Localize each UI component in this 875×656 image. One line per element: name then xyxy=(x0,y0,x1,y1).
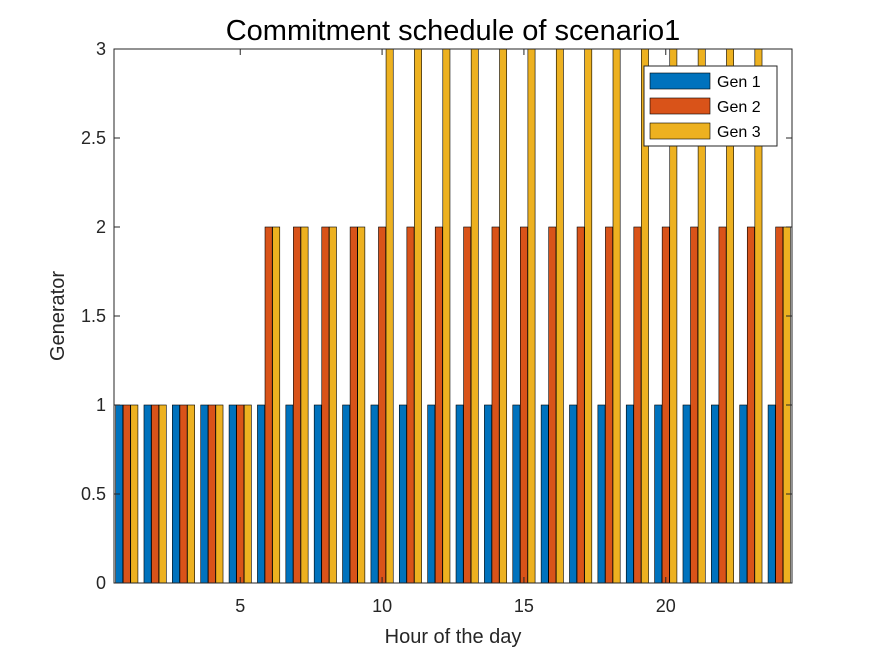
bar-gen2-hour-12 xyxy=(434,226,443,584)
bar-gen2-hour-7 xyxy=(293,226,301,584)
bar-gen2-hour-3 xyxy=(179,404,188,584)
bar-gen1-hour-15 xyxy=(512,404,521,584)
y-axis-label: Generator xyxy=(47,271,69,361)
bar-gen2-hour-18 xyxy=(605,226,613,584)
bar-gen1-hour-11 xyxy=(398,404,407,584)
x-tick-label: 15 xyxy=(514,596,534,616)
bar-gen2-hour-1 xyxy=(122,404,131,584)
bar-gen3-hour-18 xyxy=(612,48,621,584)
bar-gen1-hour-13 xyxy=(455,404,464,584)
bar-gen1-hour-8 xyxy=(313,404,322,584)
bar-gen3-hour-13 xyxy=(470,48,479,584)
bar-gen1-hour-3 xyxy=(172,404,180,584)
legend-label-gen2: Gen 2 xyxy=(717,99,761,116)
bar-gen1-hour-20 xyxy=(654,404,663,584)
bar-gen3-hour-3 xyxy=(187,404,195,584)
legend: Gen 1 Gen 2 Gen 3 xyxy=(643,65,778,147)
legend-label-gen1: Gen 1 xyxy=(717,74,761,91)
x-tick-label: 10 xyxy=(372,596,392,616)
bar-gen2-hour-9 xyxy=(349,226,358,584)
bar-gen2-hour-5 xyxy=(236,404,245,584)
y-tick-label: 2 xyxy=(96,217,106,237)
bar-gen1-hour-2 xyxy=(143,404,152,584)
bar-gen1-hour-23 xyxy=(739,404,748,584)
bar-gen2-hour-19 xyxy=(633,226,642,584)
y-tick-label: 0.5 xyxy=(81,484,106,504)
bar-gen3-hour-6 xyxy=(272,226,281,584)
bar-gen2-hour-8 xyxy=(321,226,330,584)
x-axis-label: Hour of the day xyxy=(385,626,522,648)
bar-gen1-hour-16 xyxy=(540,404,549,584)
bar-gen3-hour-8 xyxy=(329,226,337,584)
bar-gen3-hour-2 xyxy=(158,404,167,584)
bar-gen2-hour-21 xyxy=(690,226,699,584)
bar-gen1-hour-9 xyxy=(342,404,351,584)
bar-gen2-hour-6 xyxy=(264,226,273,584)
bar-gen2-hour-22 xyxy=(718,226,727,584)
legend-swatch-gen3 xyxy=(649,122,711,140)
bar-gen2-hour-20 xyxy=(661,226,670,584)
bar-gen2-hour-17 xyxy=(576,226,585,584)
y-tick-label: 1.5 xyxy=(81,306,106,326)
bar-gen2-hour-13 xyxy=(463,226,472,584)
y-tick-label: 2.5 xyxy=(81,128,106,148)
x-tick-label: 20 xyxy=(656,596,676,616)
bar-gen2-hour-24 xyxy=(775,226,784,584)
bar-gen1-hour-21 xyxy=(682,404,691,584)
bar-gen3-hour-4 xyxy=(215,404,224,584)
bar-gen1-hour-18 xyxy=(597,404,606,584)
bar-gen3-hour-11 xyxy=(414,48,422,584)
bar-gen1-hour-24 xyxy=(767,404,776,584)
bar-gen3-hour-5 xyxy=(243,404,252,584)
y-tick-label: 1 xyxy=(96,395,106,415)
bar-gen2-hour-2 xyxy=(151,404,160,584)
bar-gen2-hour-4 xyxy=(207,404,216,584)
bar-gen2-hour-23 xyxy=(746,226,755,584)
legend-swatch-gen1 xyxy=(649,72,711,90)
bar-gen1-hour-4 xyxy=(200,404,209,584)
x-tick-label: 5 xyxy=(235,596,245,616)
bar-gen1-hour-6 xyxy=(257,404,265,584)
bar-gen1-hour-7 xyxy=(285,404,294,584)
bar-gen2-hour-14 xyxy=(491,226,500,584)
bar-gen2-hour-11 xyxy=(406,226,415,584)
axes-layer: 0 0.5 1 1.5 2 2.5 3 5 10 15 20 xyxy=(81,39,793,616)
bar-gen3-hour-10 xyxy=(385,48,394,584)
bar-gen3-hour-15 xyxy=(527,48,536,584)
bar-gen2-hour-10 xyxy=(378,226,386,584)
bar-gen2-hour-15 xyxy=(520,226,528,584)
bar-gen1-hour-14 xyxy=(484,404,492,584)
chart-title: Commitment schedule of scenario1 xyxy=(226,15,681,47)
bar-gen3-hour-16 xyxy=(555,48,564,584)
bar-gen3-hour-9 xyxy=(357,226,366,584)
bar-gen3-hour-7 xyxy=(300,226,309,584)
bar-gen1-hour-10 xyxy=(370,404,379,584)
bars-layer xyxy=(115,48,791,584)
y-tick-label: 0 xyxy=(96,573,106,593)
bar-gen1-hour-12 xyxy=(427,404,436,584)
bar-gen1-hour-5 xyxy=(228,404,237,584)
legend-swatch-gen2 xyxy=(649,97,711,115)
legend-label-gen3: Gen 3 xyxy=(717,124,761,141)
bar-gen3-hour-12 xyxy=(442,48,451,584)
bar-gen1-hour-19 xyxy=(625,404,634,584)
bar-gen1-hour-22 xyxy=(711,404,719,584)
bar-gen3-hour-1 xyxy=(130,404,139,584)
bar-gen3-hour-17 xyxy=(584,48,593,584)
bar-gen2-hour-16 xyxy=(548,226,557,584)
y-tick-label: 3 xyxy=(96,39,106,59)
bar-gen3-hour-14 xyxy=(499,48,508,584)
bar-gen1-hour-17 xyxy=(569,404,577,584)
